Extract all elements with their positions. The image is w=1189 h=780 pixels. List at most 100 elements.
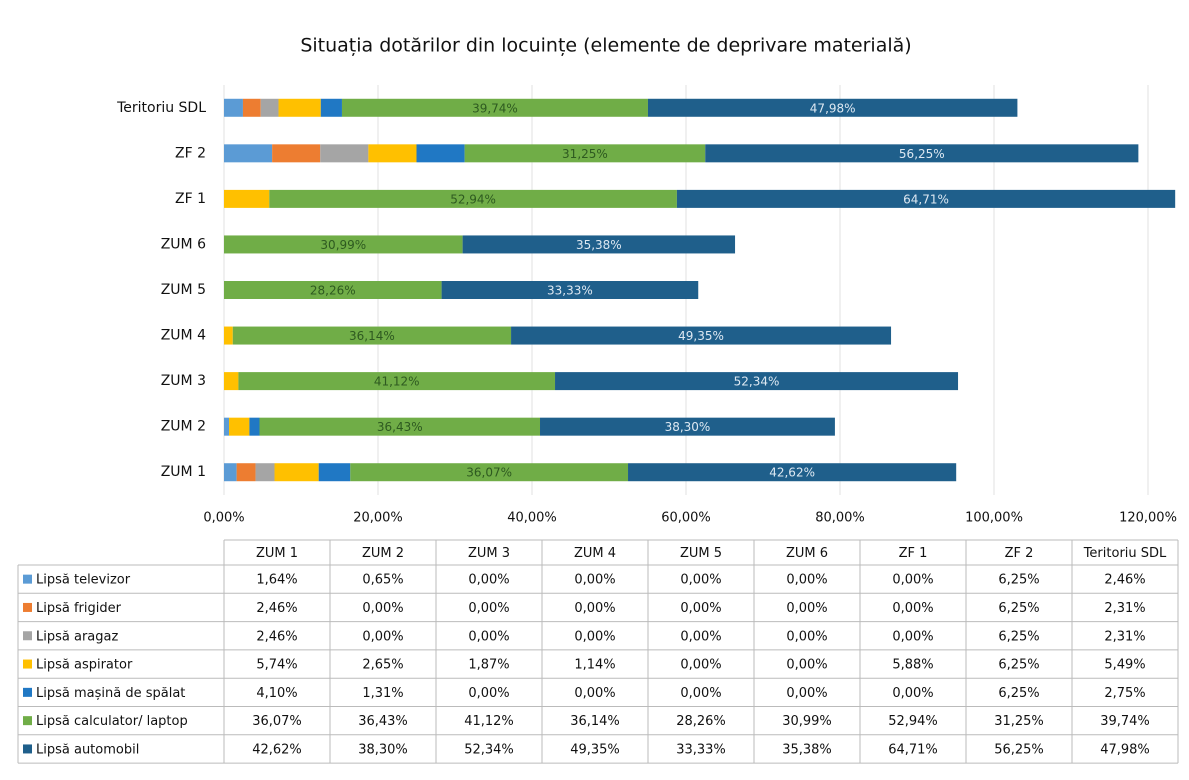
data-label: 42,62%	[769, 466, 815, 480]
table-cell: 0,00%	[362, 629, 403, 644]
table-cell: 0,00%	[574, 601, 615, 616]
bar-segment	[676, 189, 1176, 208]
chart-title: Situația dotărilor din locuințe (element…	[300, 35, 911, 57]
table-cell: 30,99%	[782, 714, 832, 729]
table-header: ZF 1	[899, 546, 928, 561]
bar-segment	[224, 144, 273, 163]
table-cell: 5,74%	[256, 658, 297, 673]
bar-segment	[260, 98, 279, 117]
y-tick-label: ZUM 4	[161, 328, 206, 344]
bar-segment	[705, 144, 1139, 163]
table-cell: 0,00%	[468, 573, 509, 588]
table-cell: 33,33%	[676, 742, 726, 757]
legend-swatch	[23, 687, 32, 697]
bar-segment	[224, 281, 442, 299]
bar-segment	[255, 463, 275, 482]
data-label: 47,98%	[810, 101, 856, 115]
data-label: 36,14%	[349, 329, 395, 343]
table-cell: 0,00%	[574, 629, 615, 644]
table-cell: 0,00%	[892, 601, 933, 616]
table-cell: 1,14%	[574, 658, 615, 673]
bar-segment	[238, 372, 556, 391]
data-label: 36,07%	[466, 466, 512, 480]
bar-segment	[320, 144, 369, 163]
bar-segment	[368, 144, 417, 163]
table-cell: 0,00%	[786, 601, 827, 616]
y-tick-label: ZUM 5	[161, 282, 206, 298]
bar-segment	[224, 235, 463, 254]
table-cell: 2,46%	[256, 601, 297, 616]
legend-label: Lipsă aragaz	[36, 629, 118, 644]
table-cell: 42,62%	[252, 742, 302, 757]
bar-segment	[272, 144, 321, 163]
bar-segment	[540, 417, 835, 436]
legend-label: Lipsă aspirator	[36, 658, 133, 673]
legend-label: Lipsă frigider	[36, 601, 122, 616]
table-cell: 0,00%	[786, 658, 827, 673]
table-cell: 36,07%	[252, 714, 302, 729]
table-cell: 0,00%	[786, 573, 827, 588]
table-cell: 2,31%	[1104, 629, 1145, 644]
table-cell: 0,00%	[892, 573, 933, 588]
table-cell: 2,65%	[362, 658, 403, 673]
table-cell: 64,71%	[888, 742, 938, 757]
bar-segment	[416, 144, 465, 163]
bar-segment	[441, 281, 699, 299]
table-cell: 0,00%	[680, 573, 721, 588]
bar-segment	[224, 417, 230, 436]
bar-segment	[224, 372, 239, 391]
table-cell: 35,38%	[782, 742, 832, 757]
legend-label: Lipsă automobil	[36, 742, 139, 757]
x-tick-label: 120,00%	[1119, 511, 1177, 526]
data-label: 30,99%	[320, 238, 366, 252]
legend-swatch	[23, 574, 32, 584]
bar-segment	[242, 98, 261, 117]
bar-segment	[462, 235, 736, 254]
table-cell: 5,88%	[892, 658, 933, 673]
table-header: ZUM 5	[680, 546, 722, 561]
legend-label: Lipsă televizor	[36, 573, 131, 588]
table-cell: 52,94%	[888, 714, 938, 729]
legend-swatch	[23, 631, 32, 641]
data-label: 39,74%	[472, 101, 518, 115]
table-cell: 36,14%	[570, 714, 620, 729]
y-tick-label: ZUM 1	[161, 464, 206, 480]
bar-segment	[224, 189, 270, 208]
y-tick-label: ZUM 6	[161, 236, 206, 252]
table-cell: 0,00%	[892, 686, 933, 701]
table-cell: 0,00%	[680, 658, 721, 673]
x-tick-label: 20,00%	[353, 511, 403, 526]
data-label: 33,33%	[547, 284, 593, 298]
y-tick-label: ZF 2	[175, 145, 206, 161]
table-cell: 39,74%	[1100, 714, 1150, 729]
y-tick-label: ZUM 2	[161, 419, 206, 435]
bar-segment	[628, 463, 957, 482]
data-label: 52,34%	[734, 375, 780, 389]
table-cell: 0,00%	[468, 686, 509, 701]
data-label: 41,12%	[374, 375, 420, 389]
table-cell: 6,25%	[998, 629, 1039, 644]
table-cell: 6,25%	[998, 601, 1039, 616]
legend-label: Lipsă calculator/ laptop	[36, 714, 188, 729]
table-cell: 0,00%	[574, 573, 615, 588]
table-cell: 0,00%	[468, 601, 509, 616]
x-tick-label: 40,00%	[507, 511, 557, 526]
table-header: ZUM 4	[574, 546, 616, 561]
table-cell: 5,49%	[1104, 658, 1145, 673]
data-label: 52,94%	[450, 192, 496, 206]
y-tick-label: Teritoriu SDL	[116, 100, 206, 116]
bar-segment	[229, 417, 250, 436]
bar-segment	[318, 463, 351, 482]
table-cell: 0,00%	[362, 601, 403, 616]
data-label: 36,43%	[377, 420, 423, 434]
table-cell: 28,26%	[676, 714, 726, 729]
table-cell: 0,00%	[574, 686, 615, 701]
data-label: 31,25%	[562, 147, 608, 161]
bar-segment	[320, 98, 342, 117]
table-cell: 6,25%	[998, 686, 1039, 701]
bar-segment	[224, 326, 233, 345]
x-tick-label: 60,00%	[661, 511, 711, 526]
legend-swatch	[23, 716, 32, 726]
table-header: ZUM 1	[256, 546, 298, 561]
